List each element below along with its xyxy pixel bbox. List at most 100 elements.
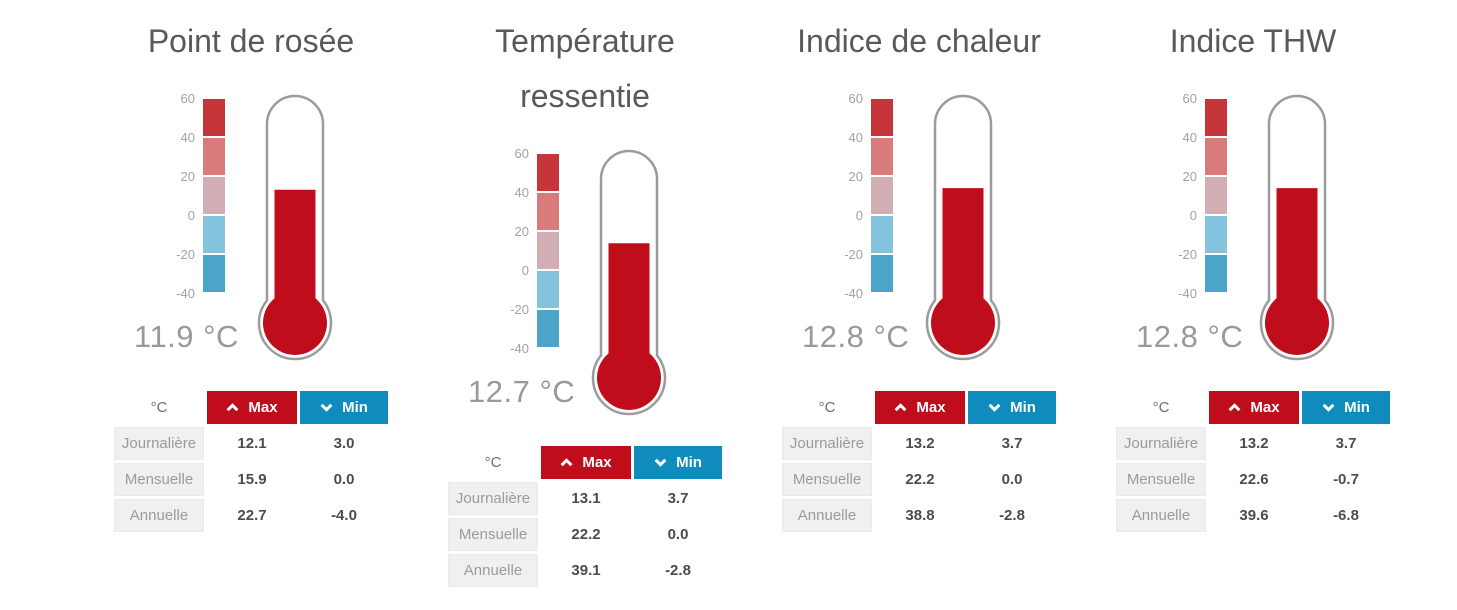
max-button-label: Max bbox=[916, 399, 946, 417]
gauge-panel: Indice de chaleur 60 40 20 0 -20 -40 12.8 °C … bbox=[752, 14, 1086, 587]
max-button-label: Max bbox=[1250, 399, 1280, 417]
scale-tick-label: 40 bbox=[180, 130, 195, 146]
max-value: 13.1 bbox=[571, 490, 601, 508]
row-label: Mensuelle bbox=[1116, 463, 1206, 497]
temperature-scale: 60 40 20 0 -20 -40 bbox=[1164, 92, 1227, 300]
scale-tick-label: -40 bbox=[844, 286, 863, 302]
min-value: 0.0 bbox=[1001, 471, 1023, 489]
scale-color-segment bbox=[203, 216, 225, 254]
scale-color-segment bbox=[871, 138, 893, 176]
row-label: Annuelle bbox=[782, 499, 872, 533]
scale-tick-label: -20 bbox=[844, 247, 863, 263]
weather-gauges-section: Point de rosée 60 40 20 0 -20 -40 11.9 °C °C … bbox=[114, 14, 1420, 588]
min-button[interactable]: Min bbox=[968, 391, 1056, 425]
max-value: 39.6 bbox=[1239, 507, 1269, 525]
panel-title: Indice de chaleur bbox=[797, 23, 1041, 59]
scale-tick-label: 20 bbox=[180, 169, 195, 185]
max-value: 39.1 bbox=[571, 562, 601, 580]
stats-table: °C Max Min Journalière 13.2 3.7 Mensuell… bbox=[782, 391, 1056, 533]
min-button-label: Min bbox=[1010, 399, 1036, 417]
row-label: Annuelle bbox=[448, 554, 538, 588]
scale-tick-label: 0 bbox=[187, 208, 195, 224]
min-value: 3.7 bbox=[1001, 435, 1023, 453]
chevron-up-icon bbox=[894, 403, 907, 412]
scale-tick-label: 60 bbox=[848, 91, 863, 107]
scale-color-bar bbox=[1205, 99, 1227, 293]
max-button[interactable]: Max bbox=[875, 391, 965, 425]
min-button[interactable]: Min bbox=[634, 446, 722, 480]
temperature-scale: 60 40 20 0 -20 -40 bbox=[496, 147, 559, 357]
min-button-label: Min bbox=[676, 454, 702, 472]
min-value: 0.0 bbox=[667, 526, 689, 544]
max-value: 12.1 bbox=[237, 435, 267, 453]
max-button[interactable]: Max bbox=[541, 446, 631, 480]
scale-tick-label: -40 bbox=[176, 286, 195, 302]
min-button[interactable]: Min bbox=[1302, 391, 1390, 425]
thermometer-mercury bbox=[597, 243, 661, 411]
thermometer-icon bbox=[1259, 94, 1335, 361]
current-value: 11.9 °C bbox=[134, 319, 239, 355]
scale-tick-label: 0 bbox=[521, 263, 529, 279]
min-value: -0.7 bbox=[1333, 471, 1359, 489]
max-value: 22.6 bbox=[1239, 471, 1269, 489]
stats-table: °C Max Min Journalière 13.2 3.7 Mensuell… bbox=[1116, 391, 1390, 533]
current-value: 12.7 °C bbox=[468, 374, 576, 410]
scale-color-segment bbox=[871, 255, 893, 293]
scale-color-segment bbox=[1205, 177, 1227, 215]
scale-tick-label: 20 bbox=[1182, 169, 1197, 185]
max-value: 22.2 bbox=[571, 526, 601, 544]
min-button[interactable]: Min bbox=[300, 391, 388, 425]
scale-tick-label: 20 bbox=[848, 169, 863, 185]
scale-color-segment bbox=[537, 310, 559, 348]
chevron-up-icon bbox=[226, 403, 239, 412]
min-button-label: Min bbox=[342, 399, 368, 417]
unit-header: °C bbox=[150, 399, 168, 417]
max-value: 15.9 bbox=[237, 471, 267, 489]
unit-header: °C bbox=[1152, 399, 1170, 417]
thermometer-gauge: 60 40 20 0 -20 -40 11.9 °C bbox=[134, 92, 340, 365]
chevron-down-icon bbox=[1322, 403, 1335, 412]
scale-tick-label: -20 bbox=[1178, 247, 1197, 263]
scale-color-segment bbox=[203, 255, 225, 293]
scale-color-segment bbox=[203, 177, 225, 215]
scale-color-segment bbox=[537, 154, 559, 192]
thermometer-icon bbox=[925, 94, 1001, 361]
max-value: 13.2 bbox=[1239, 435, 1269, 453]
thermometer-icon bbox=[257, 94, 333, 361]
thermometer-gauge: 60 40 20 0 -20 -40 12.8 °C bbox=[802, 91, 1008, 365]
scale-tick-label: 40 bbox=[514, 185, 529, 201]
scale-color-segment bbox=[1205, 99, 1227, 137]
max-value: 22.7 bbox=[237, 507, 267, 525]
gauge-panel: Température ressentie 60 40 20 0 -20 -40 12.7… bbox=[418, 14, 752, 588]
thermometer-gauge: 60 40 20 0 -20 -40 12.8 °C bbox=[1136, 92, 1342, 365]
scale-color-segment bbox=[871, 99, 893, 137]
temperature-scale: 60 40 20 0 -20 -40 bbox=[162, 92, 225, 302]
scale-tick-label: 60 bbox=[1182, 91, 1197, 107]
scale-tick-label: 0 bbox=[855, 208, 863, 224]
panel-title: Point de rosée bbox=[147, 23, 355, 59]
max-value: 13.2 bbox=[905, 435, 935, 453]
row-label: Journalière bbox=[1116, 427, 1206, 461]
scale-tick-label: -40 bbox=[510, 341, 529, 357]
thermometer-mercury bbox=[263, 189, 327, 356]
current-value: 12.8 °C bbox=[1136, 319, 1244, 355]
min-value: -6.8 bbox=[1333, 507, 1359, 525]
min-value: 0.0 bbox=[333, 471, 355, 489]
row-label: Journalière bbox=[448, 482, 538, 516]
scale-tick-label: -20 bbox=[510, 302, 529, 318]
panel-title: Température ressentie bbox=[495, 23, 675, 115]
thermometer-gauge: 60 40 20 0 -20 -40 12.7 °C bbox=[468, 147, 674, 420]
scale-color-segment bbox=[537, 271, 559, 309]
gauge-panel: Indice THW 60 40 20 0 -20 -40 12.8 °C °C Max bbox=[1086, 14, 1420, 587]
scale-tick-label: 60 bbox=[180, 91, 195, 107]
max-button[interactable]: Max bbox=[1209, 391, 1299, 425]
row-label: Annuelle bbox=[1116, 499, 1206, 533]
scale-tick-label: 40 bbox=[848, 130, 863, 146]
min-value: -2.8 bbox=[999, 507, 1025, 525]
scale-color-segment bbox=[203, 99, 225, 137]
max-button[interactable]: Max bbox=[207, 391, 297, 425]
scale-color-segment bbox=[1205, 216, 1227, 254]
min-value: -4.0 bbox=[331, 507, 357, 525]
scale-color-bar bbox=[203, 99, 225, 293]
unit-header: °C bbox=[484, 454, 502, 472]
